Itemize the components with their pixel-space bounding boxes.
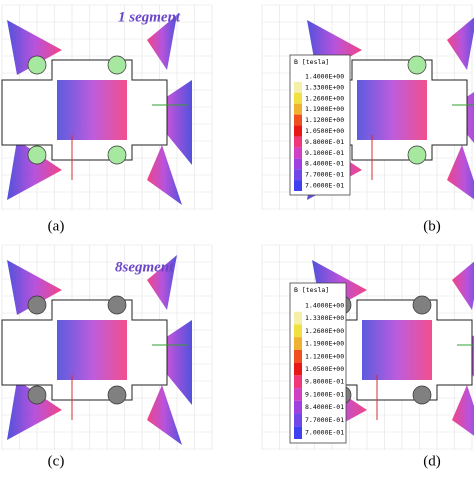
field-fan [7, 20, 62, 75]
legend-entry: 1.1200E+00 [305, 352, 344, 360]
field-fan [147, 320, 192, 405]
field-fan [147, 15, 177, 70]
center-field [57, 80, 127, 140]
legend-swatch [294, 324, 302, 338]
center-field [57, 320, 127, 380]
annotation: 8segment [115, 259, 174, 275]
legend-entry: 1.2600E+00 [305, 94, 344, 102]
legend-swatch [294, 71, 302, 82]
pole [407, 55, 427, 75]
field-fan [147, 80, 192, 165]
legend-title: B [tesla] [294, 286, 329, 294]
legend-swatch [294, 114, 302, 126]
color-legend: B [tesla] 1.4000E+00 1.3300E+00 1.2600E+00 1… [289, 54, 351, 196]
panel-label: (a) [48, 218, 65, 234]
legend-entry: 1.4000E+00 [305, 72, 344, 80]
legend-swatch [294, 375, 302, 389]
legend-swatch [294, 311, 302, 325]
legend-entry: 8.4000E-01 [305, 403, 344, 411]
legend-entry: 9.1000E-01 [305, 149, 344, 157]
pole [407, 145, 427, 165]
legend-entry: 1.2600E+00 [305, 327, 344, 335]
legend-entry: 1.1200E+00 [305, 116, 344, 124]
pole [27, 145, 47, 165]
pole [107, 295, 127, 315]
legend-swatch [294, 349, 302, 363]
field-fan [452, 385, 474, 436]
legend-entry: 7.0000E-01 [305, 429, 344, 437]
legend-swatch [294, 169, 302, 181]
legend-entry: 7.7000E-01 [305, 416, 344, 424]
legend-entry: 1.1900E+00 [305, 105, 344, 113]
legend-entry: 1.0500E+00 [305, 365, 344, 373]
pole [107, 385, 127, 405]
legend-swatch [294, 337, 302, 350]
field-fan [7, 140, 62, 200]
field-fan [452, 261, 474, 310]
legend-entry: 9.1000E-01 [305, 390, 344, 398]
legend-entry: 7.0000E-01 [305, 182, 344, 190]
pole [107, 145, 127, 165]
legend-swatch [294, 158, 302, 170]
field-fan [7, 260, 62, 315]
field-fan [147, 255, 177, 310]
legend-title: B [tesla] [294, 58, 329, 66]
center-field [362, 320, 432, 380]
legend-entry: 8.4000E-01 [305, 160, 344, 168]
legend-swatch [294, 147, 302, 159]
legend-swatch [294, 426, 302, 439]
legend-entry: 9.8000E-01 [305, 138, 344, 146]
field-fan [7, 380, 62, 440]
pole [27, 295, 47, 315]
field-fan [447, 145, 474, 200]
legend-swatch [294, 180, 302, 191]
color-legend: B [tesla] 1.4000E+00 1.3300E+00 1.2600E+00 1… [289, 282, 347, 444]
legend-swatch [294, 92, 302, 104]
pole [27, 385, 47, 405]
legend-entry: 1.4000E+00 [305, 301, 344, 309]
legend-entry: 1.1900E+00 [305, 340, 344, 348]
legend-swatch [294, 103, 302, 115]
panel-label: (d) [423, 453, 441, 469]
pole [107, 55, 127, 75]
panel-label: (c) [48, 453, 65, 469]
field-fan [147, 385, 182, 445]
panel-label: (b) [423, 218, 441, 234]
simulation-panel [1, 244, 213, 450]
legend-swatch [294, 299, 302, 312]
pole [27, 55, 47, 75]
annotation: 1 segment [118, 9, 181, 25]
legend-entry: 7.7000E-01 [305, 171, 344, 179]
legend-swatch [294, 362, 302, 376]
field-fan [147, 145, 182, 205]
simulation-panel [1, 4, 213, 210]
legend-swatch [294, 388, 302, 401]
legend-swatch [294, 81, 302, 93]
legend-entry: 1.3300E+00 [305, 314, 344, 322]
legend-swatch [294, 136, 302, 148]
legend-swatch [294, 413, 302, 427]
legend-entry: 9.8000E-01 [305, 378, 344, 386]
legend-swatch [294, 125, 302, 137]
legend-swatch [294, 400, 302, 414]
pole [412, 295, 432, 315]
center-field [357, 80, 427, 140]
legend-entry: 1.3300E+00 [305, 83, 344, 91]
field-fan [447, 17, 474, 70]
legend-entry: 1.0500E+00 [305, 127, 344, 135]
pole [412, 385, 432, 405]
